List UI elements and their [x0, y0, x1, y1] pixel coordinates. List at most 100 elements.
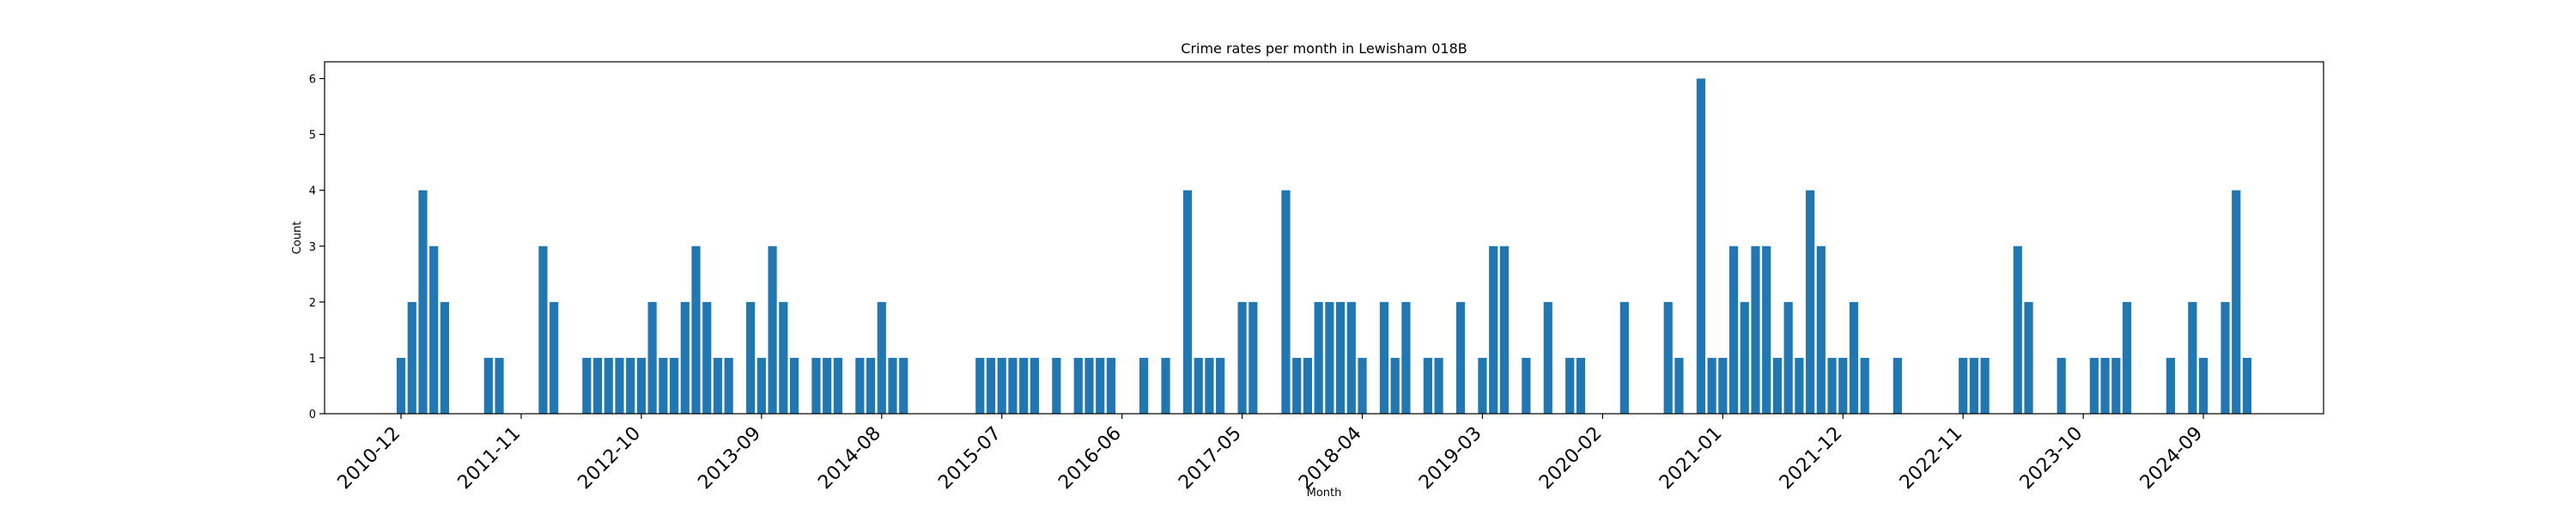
bar [899, 357, 908, 414]
bar [1816, 245, 1826, 414]
y-tick-label: 3 [309, 241, 316, 254]
bar [1959, 357, 1968, 414]
bar [1478, 357, 1487, 414]
bar [2232, 190, 2241, 414]
bar [2057, 357, 2066, 414]
bar [440, 301, 450, 414]
y-tick-label: 1 [309, 353, 316, 366]
bar [789, 357, 799, 414]
bar [1751, 245, 1760, 414]
bar [888, 357, 897, 414]
bar [2122, 301, 2132, 414]
bar [1740, 301, 1749, 414]
bar [1795, 357, 1804, 414]
bar [975, 357, 985, 414]
bar [1161, 357, 1170, 414]
bar [582, 357, 592, 414]
bar [779, 301, 788, 414]
bar [1008, 357, 1018, 414]
bar [2100, 357, 2110, 414]
bar [647, 301, 657, 414]
bar [756, 357, 766, 414]
bar [691, 245, 701, 414]
y-tick-label: 2 [309, 297, 316, 310]
bar [1052, 357, 1061, 414]
y-tick-label: 0 [309, 409, 316, 421]
bar [2242, 357, 2252, 414]
bar [877, 301, 886, 414]
bar [2198, 357, 2208, 414]
bar [2024, 301, 2033, 414]
bar [713, 357, 723, 414]
bar [855, 357, 865, 414]
bar [1325, 301, 1334, 414]
plot-frame [324, 61, 2324, 415]
bar [483, 357, 493, 414]
bar [2013, 245, 2022, 414]
bar [2111, 357, 2121, 414]
bar [1893, 357, 1902, 414]
bar [1096, 357, 1105, 414]
bar [1303, 357, 1313, 414]
bar [1980, 357, 1990, 414]
bar [1401, 301, 1411, 414]
bar [1281, 190, 1291, 414]
bar [418, 190, 428, 414]
bar [997, 357, 1006, 414]
bar [495, 357, 504, 414]
bar [833, 357, 842, 414]
bar [1674, 357, 1684, 414]
bar [538, 245, 548, 414]
bar [746, 301, 756, 414]
bar [1019, 357, 1029, 414]
y-axis-ticks: 0 1 2 3 4 5 6 [309, 74, 325, 421]
bar [1565, 357, 1575, 414]
bar [1827, 357, 1837, 414]
bar [1106, 357, 1116, 414]
bar [659, 357, 668, 414]
bar [1838, 357, 1848, 414]
bar [1783, 301, 1793, 414]
bar [1772, 357, 1783, 414]
bar [615, 357, 624, 414]
bar [1084, 357, 1094, 414]
bar [396, 357, 406, 414]
y-axis-label: Count [291, 221, 304, 255]
bar [1707, 357, 1716, 414]
bar [2089, 357, 2099, 414]
bar [429, 245, 439, 414]
bar [1522, 357, 1531, 414]
bar [1390, 357, 1400, 414]
bar [724, 357, 733, 414]
bar [986, 357, 996, 414]
bar [1455, 301, 1466, 414]
bar [550, 301, 559, 414]
bar [1346, 301, 1356, 414]
bar [407, 301, 416, 414]
bar [2188, 301, 2197, 414]
bars-group [396, 78, 2252, 415]
bar [1969, 357, 1979, 414]
bar [1576, 357, 1586, 414]
bar [768, 245, 777, 414]
bar [1849, 301, 1859, 414]
y-tick-label: 4 [309, 185, 316, 198]
bar [2221, 301, 2230, 414]
bar [680, 301, 690, 414]
bar [1434, 357, 1443, 414]
bar [1696, 78, 1705, 415]
bar [1663, 301, 1673, 414]
bar [2166, 357, 2175, 414]
bar [1292, 357, 1302, 414]
bar [669, 357, 679, 414]
bar [811, 357, 821, 414]
bar [1860, 357, 1869, 414]
bar [1335, 301, 1346, 414]
bar [1423, 357, 1432, 414]
bar [702, 301, 712, 414]
bar [1249, 301, 1258, 414]
bar [823, 357, 832, 414]
bar [1216, 357, 1225, 414]
y-tick-label: 6 [309, 74, 316, 87]
